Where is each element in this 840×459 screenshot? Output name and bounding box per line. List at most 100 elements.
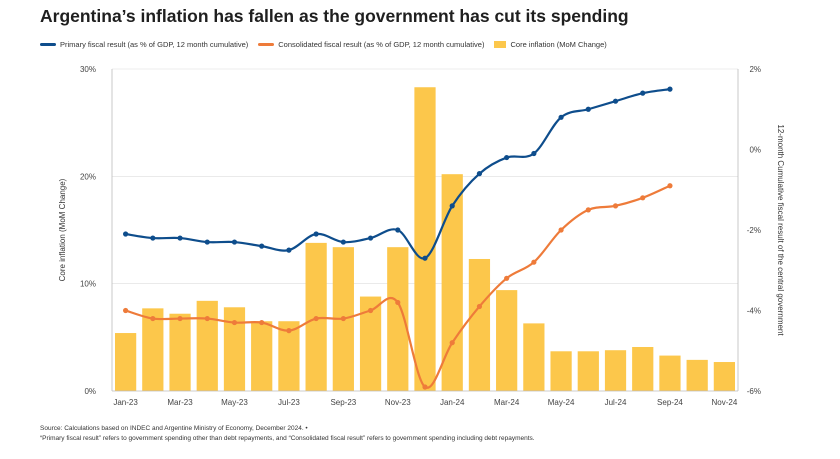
consolidated-fiscal-point (612, 203, 619, 209)
consolidated-fiscal-point (449, 340, 455, 346)
left-tick-label: 30% (80, 65, 96, 74)
x-tick-label: Nov-23 (385, 398, 411, 407)
core-inflation-bar (387, 247, 409, 391)
consolidated-fiscal-point (422, 384, 428, 390)
primary-fiscal-point (259, 243, 265, 249)
consolidated-fiscal-point (585, 207, 591, 213)
primary-fiscal-point (504, 154, 510, 161)
consolidated-fiscal-point (150, 315, 156, 322)
primary-fiscal-point (667, 86, 673, 92)
core-inflation-bar (278, 321, 300, 391)
primary-fiscal-point (585, 106, 591, 112)
definition-note: “Primary fiscal result” refers to govern… (40, 435, 535, 442)
primary-fiscal-point (231, 239, 238, 245)
primary-fiscal-point (612, 98, 619, 104)
line-layer (123, 86, 673, 390)
x-tick-label: Nov-24 (711, 398, 737, 407)
consolidated-fiscal-point (531, 259, 537, 265)
core-inflation-bar (550, 351, 572, 391)
primary-fiscal-point (150, 235, 156, 241)
core-inflation-bar (196, 300, 218, 391)
x-tick-label: May-24 (548, 398, 575, 407)
primary-fiscal-point (313, 231, 319, 237)
consolidated-fiscal-point (558, 227, 564, 233)
core-inflation-bar (114, 333, 137, 391)
chart-title: Argentina’s inflation has fallen as the … (40, 6, 629, 26)
x-tick-label: Jul-23 (278, 398, 300, 407)
legend-swatch-primary (40, 43, 56, 46)
x-tick-label: Mar-24 (494, 398, 520, 407)
consolidated-fiscal-point (231, 319, 238, 326)
consolidated-fiscal-point (259, 319, 265, 326)
primary-fiscal-point (558, 114, 564, 120)
axis-layer: 0% 10% 20% 30% -6% -4% -2% 0% 2% Jan-23 Mar-23 May-… (80, 65, 761, 407)
legend-label-core: Core inflation (MoM Change) (510, 40, 607, 49)
consolidated-fiscal-point (123, 307, 129, 314)
legend: Primary fiscal result (as % of GDP, 12 m… (40, 40, 617, 49)
core-inflation-bar (223, 307, 246, 391)
combo-chart: 0% 10% 20% 30% -6% -4% -2% 0% 2% Jan-23 Mar-23 May-… (58, 65, 785, 407)
left-tick-label: 0% (84, 387, 96, 396)
core-inflation-bar (577, 351, 599, 391)
primary-fiscal-point (422, 255, 428, 261)
x-tick-label: Sep-24 (657, 398, 683, 407)
x-tick-label: Jul-24 (605, 398, 627, 407)
left-axis-title: Core inflation (MoM Change) (58, 178, 67, 281)
x-tick-label: Jan-23 (113, 398, 138, 407)
core-inflation-bar (604, 350, 627, 391)
consolidated-fiscal-point (204, 315, 210, 322)
bar-layer (114, 87, 736, 391)
consolidated-fiscal-point (667, 183, 673, 189)
core-inflation-bar (414, 87, 436, 391)
core-inflation-bar (468, 258, 491, 391)
primary-fiscal-point (286, 247, 292, 253)
core-inflation-bar (142, 308, 164, 391)
legend-swatch-core (494, 41, 507, 48)
consolidated-fiscal-point (367, 307, 374, 314)
consolidated-fiscal-point (340, 315, 346, 322)
primary-fiscal-point (367, 235, 374, 241)
primary-fiscal-point (476, 171, 483, 177)
core-inflation-bar (686, 359, 708, 391)
legend-item-core: Core inflation (MoM Change) (494, 40, 607, 49)
primary-fiscal-point (204, 239, 210, 245)
consolidated-fiscal-line (125, 184, 671, 389)
core-inflation-bar (169, 313, 191, 391)
consolidated-fiscal-point (395, 299, 401, 306)
right-tick-label: 2% (749, 65, 761, 74)
primary-fiscal-point (449, 203, 455, 209)
primary-fiscal-point (123, 231, 129, 237)
primary-fiscal-point (177, 235, 183, 241)
footer: Source: Calculations based on INDEC and … (40, 424, 535, 444)
core-inflation-bar (713, 362, 736, 391)
primary-fiscal-point (531, 150, 537, 157)
consolidated-fiscal-point (313, 315, 319, 322)
core-inflation-bar (496, 290, 518, 391)
right-tick-label: -6% (747, 387, 761, 396)
primary-fiscal-point (340, 239, 346, 245)
core-inflation-bar (359, 296, 382, 391)
right-tick-label: -2% (747, 226, 761, 235)
core-inflation-bar (251, 321, 273, 391)
primary-fiscal-point (640, 90, 646, 96)
core-inflation-bar (632, 346, 654, 391)
legend-label-primary: Primary fiscal result (as % of GDP, 12 m… (60, 40, 249, 49)
consolidated-fiscal-point (640, 195, 646, 201)
legend-swatch-consolidated (258, 43, 275, 46)
right-tick-label: -4% (747, 307, 761, 316)
source-note: Source: Calculations based on INDEC and … (40, 425, 308, 432)
consolidated-fiscal-point (286, 328, 292, 334)
consolidated-fiscal-point (476, 303, 483, 310)
x-tick-label: Mar-23 (167, 398, 193, 407)
primary-fiscal-line (125, 88, 671, 260)
core-inflation-bar (659, 355, 681, 391)
right-axis-title: 12-month Cumulative fiscal result of the… (776, 124, 785, 336)
left-tick-label: 20% (80, 172, 96, 181)
consolidated-fiscal-point (177, 315, 183, 322)
left-tick-label: 10% (80, 280, 96, 289)
right-tick-label: 0% (749, 146, 761, 155)
primary-fiscal-point (395, 227, 401, 233)
x-tick-label: Sep-23 (330, 398, 356, 407)
legend-item-primary: Primary fiscal result (as % of GDP, 12 m… (40, 40, 248, 49)
x-tick-label: Jan-24 (440, 398, 465, 407)
